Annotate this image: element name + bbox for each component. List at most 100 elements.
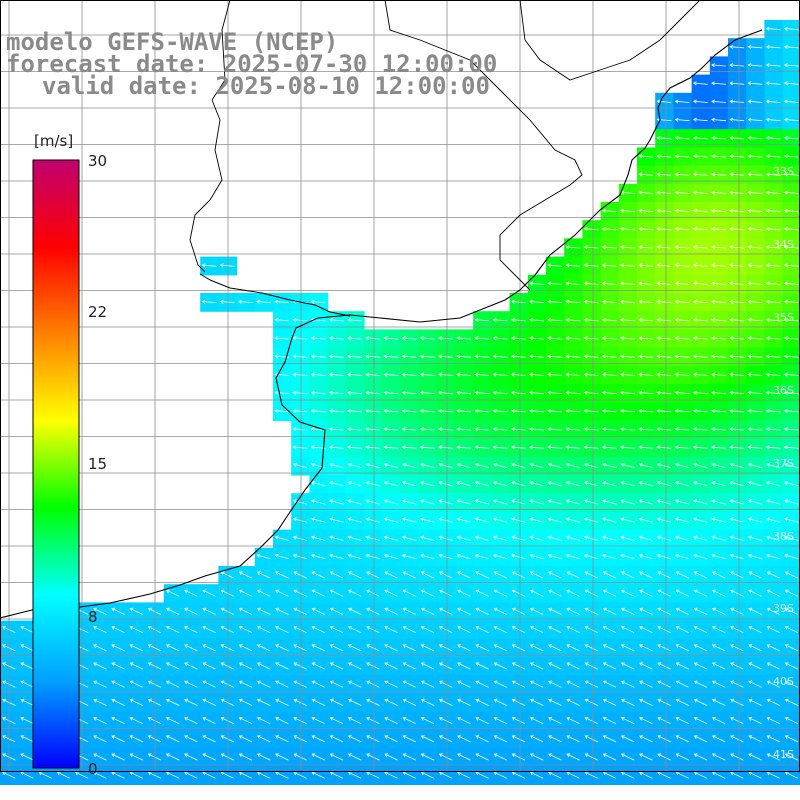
wind-arrow bbox=[692, 172, 708, 177]
wind-arrow bbox=[711, 281, 726, 286]
wind-arrow bbox=[747, 354, 763, 359]
wind-arrow bbox=[328, 354, 344, 359]
wind-arrow bbox=[765, 44, 781, 49]
wind-arrow bbox=[620, 226, 635, 231]
wind-arrow bbox=[638, 317, 654, 322]
wind-arrow bbox=[783, 299, 799, 304]
wind-arrow bbox=[638, 263, 654, 268]
wind-arrow bbox=[510, 299, 526, 304]
wind-arrow bbox=[638, 299, 654, 304]
wind-arrow bbox=[747, 154, 763, 159]
wind-arrow bbox=[747, 135, 763, 140]
wind-arrow bbox=[601, 226, 617, 231]
wind-arrow bbox=[765, 336, 781, 341]
wind-arrow bbox=[747, 263, 763, 268]
wind-arrow bbox=[765, 26, 781, 31]
wind-arrow bbox=[583, 263, 599, 268]
wind-speed-cell bbox=[782, 566, 800, 585]
wind-arrow bbox=[583, 317, 599, 322]
wind-arrow bbox=[711, 154, 726, 159]
wind-arrow bbox=[256, 299, 271, 304]
wind-arrow bbox=[674, 263, 690, 268]
wind-arrow bbox=[729, 99, 745, 104]
wind-arrow bbox=[274, 336, 290, 341]
wind-arrow bbox=[783, 208, 799, 213]
wind-arrow bbox=[692, 281, 708, 286]
wind-arrow bbox=[347, 372, 362, 377]
wind-arrow bbox=[783, 354, 799, 359]
wind-arrow bbox=[583, 226, 599, 231]
wind-arrow bbox=[747, 172, 763, 177]
wind-arrow bbox=[492, 317, 508, 322]
wind-arrow bbox=[729, 172, 745, 177]
wind-arrow bbox=[711, 99, 726, 104]
wind-arrow bbox=[711, 208, 726, 213]
wind-arrow bbox=[674, 208, 690, 213]
wind-arrow bbox=[692, 154, 708, 159]
wind-arrow bbox=[328, 336, 344, 341]
wind-arrow bbox=[638, 245, 654, 250]
wind-arrow bbox=[492, 354, 508, 359]
wind-arrow bbox=[674, 154, 690, 159]
wind-arrow bbox=[711, 117, 726, 122]
wind-arrow bbox=[565, 317, 581, 322]
wind-arrow bbox=[638, 208, 654, 213]
wind-arrow bbox=[547, 354, 563, 359]
wind-arrow bbox=[783, 154, 799, 159]
wind-arrow bbox=[711, 63, 726, 68]
wind-speed-cell bbox=[782, 620, 800, 640]
wind-arrow bbox=[747, 208, 763, 213]
wind-arrow bbox=[692, 135, 708, 140]
wind-arrow bbox=[674, 190, 690, 195]
wind-arrow bbox=[638, 354, 654, 359]
wind-arrow bbox=[292, 354, 308, 359]
wind-arrow bbox=[310, 336, 326, 341]
wind-arrow bbox=[419, 354, 435, 359]
wind-arrow bbox=[620, 245, 635, 250]
wind-arrow bbox=[274, 317, 290, 322]
wind-arrow bbox=[456, 354, 472, 359]
wind-arrow bbox=[583, 245, 599, 250]
wind-arrow bbox=[692, 336, 708, 341]
wind-arrow bbox=[656, 299, 672, 304]
wind-speed-cell bbox=[782, 584, 800, 603]
wind-arrow bbox=[492, 336, 508, 341]
wind-arrow bbox=[547, 336, 563, 341]
wind-arrow bbox=[729, 81, 745, 86]
wind-arrow bbox=[692, 117, 708, 122]
wind-arrow bbox=[583, 281, 599, 286]
wind-arrow bbox=[674, 226, 690, 231]
wind-arrow bbox=[419, 336, 435, 341]
wind-arrow bbox=[783, 281, 799, 286]
wind-arrow bbox=[292, 336, 308, 341]
wind-arrow bbox=[510, 336, 526, 341]
wind-arrow bbox=[711, 135, 726, 140]
wind-arrow bbox=[292, 372, 308, 377]
wind-arrow bbox=[474, 354, 490, 359]
wind-arrow bbox=[656, 354, 672, 359]
wind-arrow bbox=[765, 299, 781, 304]
wind-arrow bbox=[565, 336, 581, 341]
wind-arrow bbox=[237, 299, 253, 304]
wind-arrow bbox=[765, 263, 781, 268]
wind-arrow bbox=[510, 354, 526, 359]
wind-arrow bbox=[711, 81, 726, 86]
wind-arrow bbox=[565, 354, 581, 359]
wind-arrow bbox=[565, 245, 581, 250]
wind-arrow bbox=[529, 317, 544, 322]
wind-arrow bbox=[783, 263, 799, 268]
wind-arrow bbox=[474, 336, 490, 341]
wind-speed-cell bbox=[782, 729, 800, 749]
wind-arrow bbox=[729, 281, 745, 286]
wind-arrow bbox=[620, 354, 635, 359]
wind-arrow bbox=[711, 172, 726, 177]
wind-arrow bbox=[729, 63, 745, 68]
wind-arrow bbox=[747, 44, 763, 49]
wind-arrow bbox=[638, 226, 654, 231]
wind-arrow bbox=[347, 336, 362, 341]
wind-arrow bbox=[328, 372, 344, 377]
wind-speed-cell bbox=[782, 657, 800, 676]
wind-arrow bbox=[310, 299, 326, 304]
wind-arrow bbox=[547, 263, 563, 268]
